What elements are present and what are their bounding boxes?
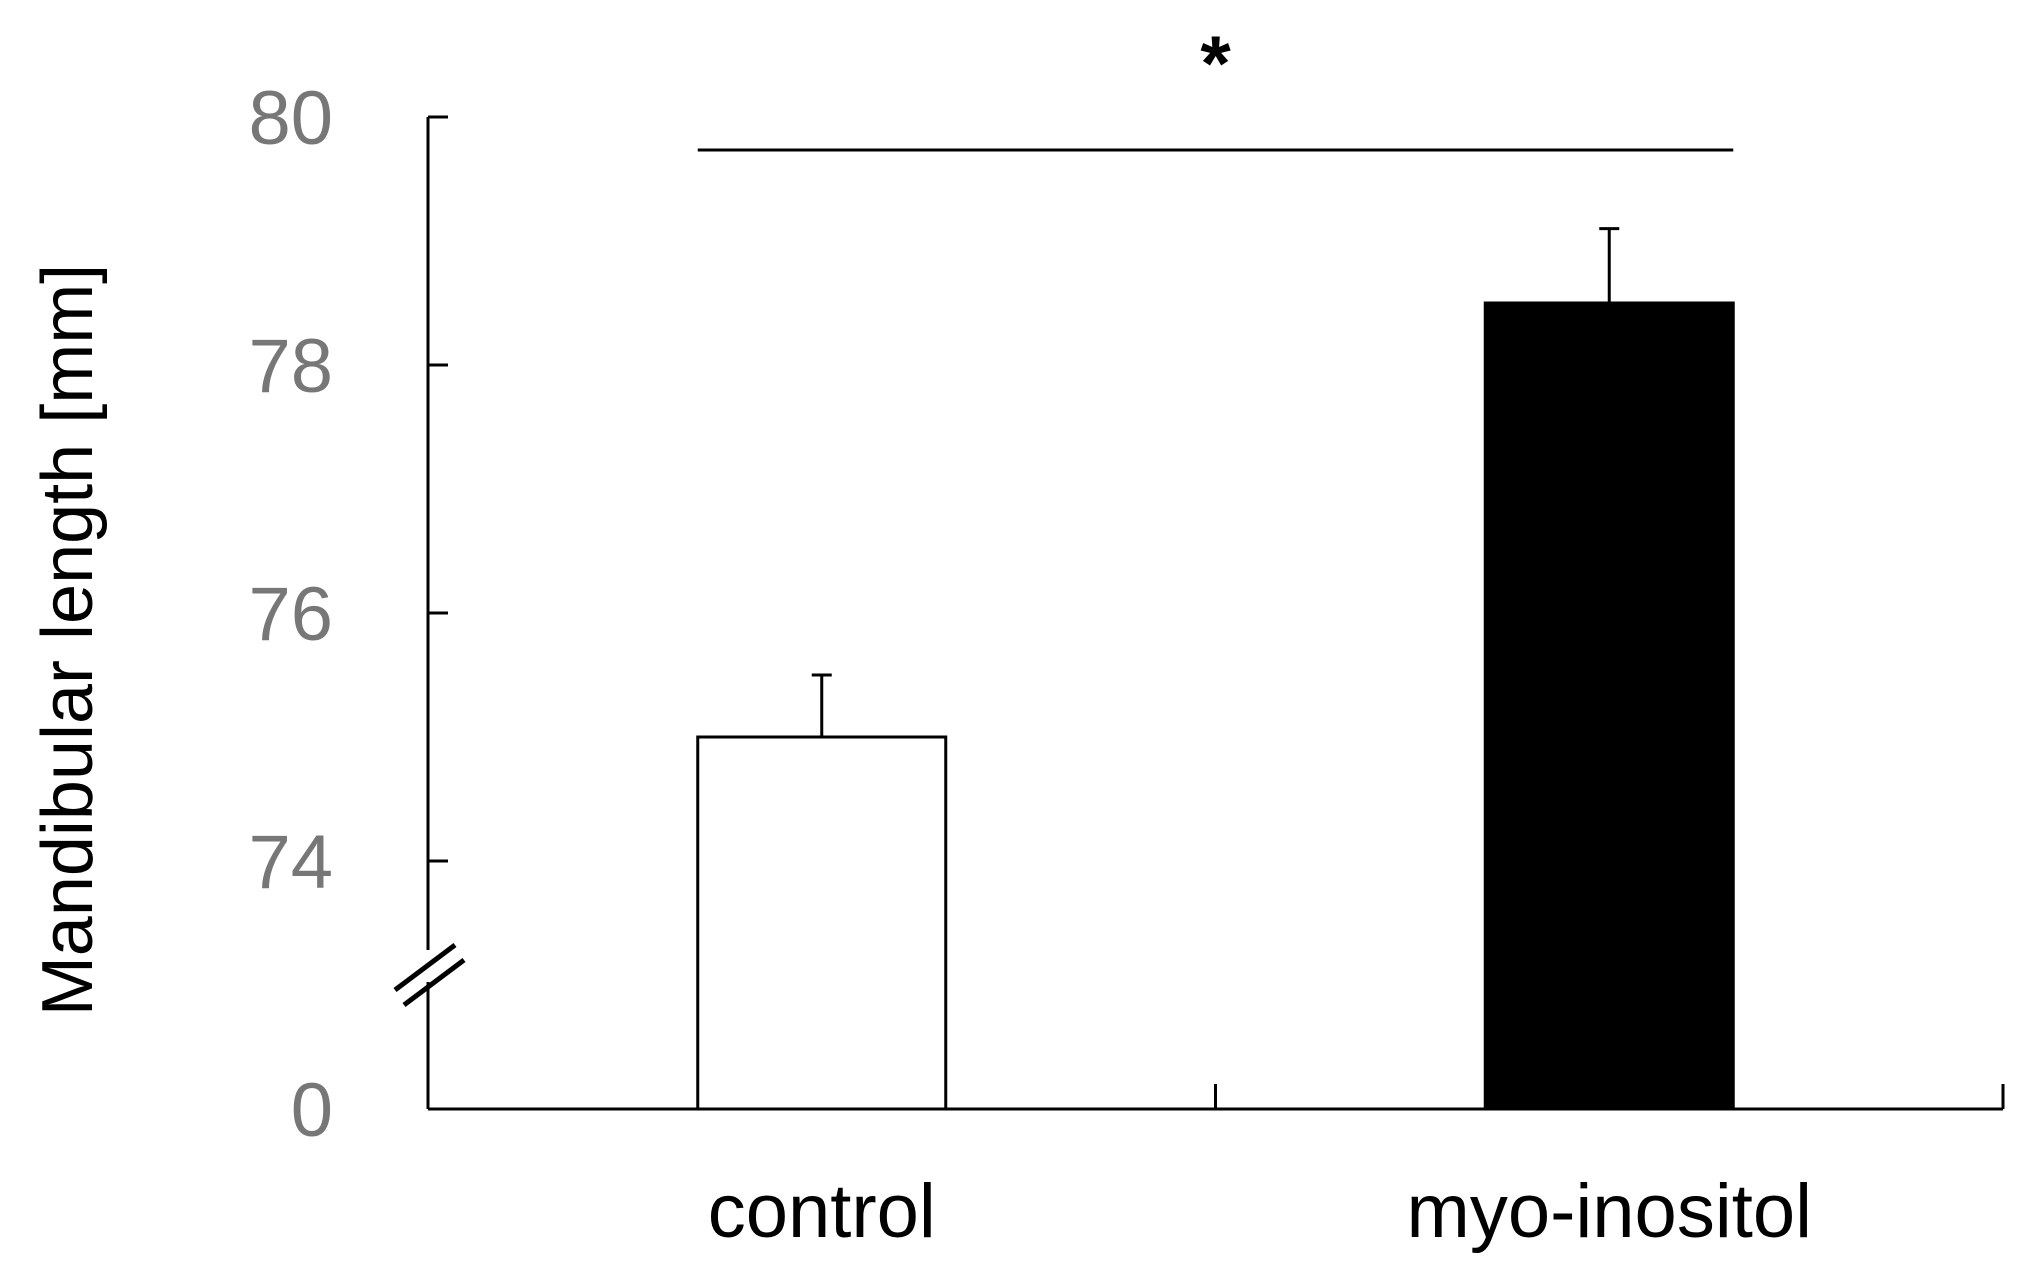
y-tick-label: 74 <box>248 820 333 905</box>
error-bars <box>811 227 1620 737</box>
x-ticks <box>1214 1084 2005 1109</box>
axis-break-slash <box>393 943 457 992</box>
axis-break-slash <box>402 958 466 1007</box>
axes <box>393 117 2003 1111</box>
y-axis-title: Mandibular length [mm] <box>28 264 108 1016</box>
bar-myo-inositol <box>1483 301 1735 1111</box>
category-label: myo-inositol <box>1407 1169 1812 1254</box>
y-tick-label: 78 <box>248 324 333 409</box>
significance-annotation: * <box>697 19 1734 152</box>
significance-asterisk: * <box>1200 19 1231 107</box>
bars <box>696 301 1735 1111</box>
category-labels: control myo-inositol <box>708 1169 1812 1254</box>
axis-break-marker <box>393 943 466 1007</box>
y-tick-label: 0 <box>291 1068 333 1153</box>
y-ticks: 0 74 76 78 80 <box>248 76 448 1153</box>
bar-control <box>696 735 948 1111</box>
y-tick-label: 80 <box>248 76 333 161</box>
y-tick-label: 76 <box>248 572 333 657</box>
category-label: control <box>708 1169 936 1254</box>
